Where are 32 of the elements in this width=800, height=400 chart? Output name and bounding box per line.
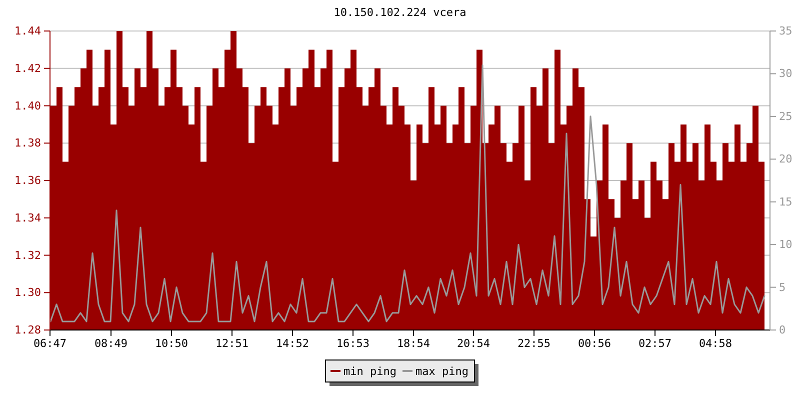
- y-tick-label: 1.30: [14, 286, 41, 300]
- x-tick-label: 10:50: [154, 336, 188, 350]
- y2-tick-label: 15: [779, 195, 792, 208]
- y-tick-label: 1.28: [14, 324, 41, 337]
- x-tick-label: 06:47: [33, 336, 67, 350]
- x-tick-label: 00:56: [578, 336, 612, 350]
- x-tick-label: 18:54: [396, 336, 430, 350]
- y2-tick-label: 0: [779, 324, 786, 337]
- y-tick-label: 1.32: [14, 248, 41, 262]
- x-tick-label: 04:58: [698, 336, 732, 350]
- y2-tick-label: 5: [779, 280, 786, 294]
- y2-tick-label: 30: [779, 67, 792, 80]
- x-tick-label: 16:53: [336, 336, 370, 350]
- legend-label: min ping: [344, 365, 396, 378]
- y-tick-label: 1.36: [14, 174, 41, 188]
- y2-tick-label: 35: [779, 24, 792, 38]
- y-tick-label: 1.42: [14, 62, 41, 75]
- y2-tick-label: 20: [779, 152, 792, 166]
- y-tick-label: 1.44: [14, 24, 42, 38]
- y-tick-label: 1.40: [14, 99, 41, 112]
- x-tick-label: 08:49: [94, 336, 128, 350]
- x-tick-label: 22:55: [517, 336, 551, 350]
- y-tick-label: 1.38: [14, 136, 41, 150]
- y-tick-label: 1.34: [14, 211, 42, 224]
- x-tick-label: 02:57: [638, 336, 672, 350]
- x-tick-label: 20:54: [456, 336, 490, 350]
- chart-title: 10.150.102.224 vcera: [334, 6, 466, 19]
- x-tick-label: 12:51: [215, 336, 249, 350]
- legend-label: max ping: [416, 365, 468, 378]
- x-tick-label: 14:52: [276, 336, 310, 350]
- y2-tick-label: 25: [779, 110, 792, 123]
- y2-tick-label: 10: [779, 238, 792, 252]
